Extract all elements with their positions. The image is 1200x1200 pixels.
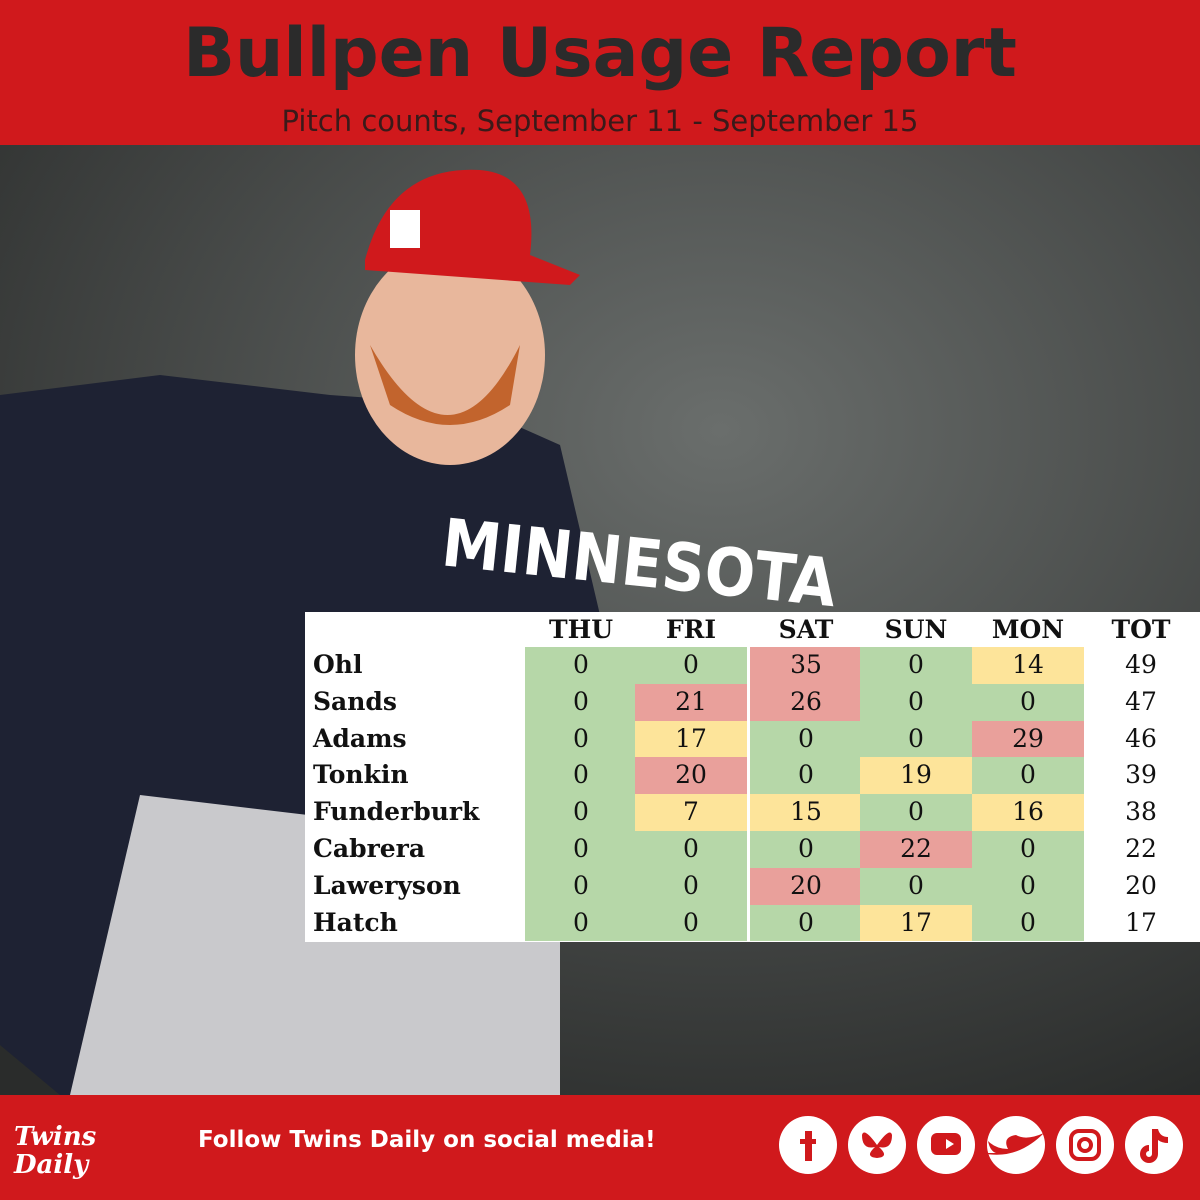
pitch-count: 19 — [860, 757, 972, 795]
pitch-count: 20 — [635, 757, 747, 795]
pitch-count: 0 — [635, 831, 747, 868]
column-header: MON — [991, 615, 1065, 644]
pitch-count: 0 — [635, 904, 747, 942]
pitch-count: 21 — [635, 683, 747, 721]
pitch-count: 0 — [972, 683, 1084, 721]
total: 38 — [1125, 797, 1157, 827]
pitcher-name: Tonkin — [313, 760, 409, 790]
total: 46 — [1125, 723, 1157, 753]
column-header: SUN — [884, 615, 948, 644]
column-header: FRI — [665, 615, 717, 644]
pitch-count: 0 — [972, 757, 1084, 795]
pitch-count: 0 — [525, 831, 637, 868]
title: Bullpen Usage Report — [183, 14, 1017, 93]
pitch-count: 0 — [860, 867, 972, 905]
pitch-count: 7 — [635, 794, 747, 831]
pitcher-name: Hatch — [313, 907, 398, 937]
pitcher-name: Cabrera — [313, 834, 426, 863]
pitch-count: 0 — [750, 831, 862, 868]
pitcher-name: Ohl — [313, 650, 363, 679]
total: 22 — [1125, 834, 1157, 863]
pitch-count: 0 — [860, 683, 972, 721]
pitch-count: 0 — [750, 720, 862, 758]
pitch-count: 0 — [525, 757, 637, 795]
column-header: THU — [548, 615, 614, 644]
pitch-count: 29 — [972, 720, 1084, 758]
pitcher-name: Adams — [313, 723, 407, 753]
pitch-count: 0 — [525, 867, 637, 905]
pitch-count: 0 — [750, 904, 862, 942]
social-icons — [779, 1116, 1183, 1174]
pitch-count: 0 — [972, 904, 1084, 942]
total: 39 — [1125, 760, 1157, 790]
pitch-count: 0 — [860, 720, 972, 758]
total: 17 — [1125, 907, 1157, 937]
total: 49 — [1125, 650, 1157, 679]
pitcher-name: Funderburk — [313, 797, 480, 827]
column-header: TOT — [1111, 615, 1171, 644]
pitch-count: 0 — [750, 757, 862, 795]
total: 20 — [1125, 870, 1157, 900]
pitch-count: 0 — [635, 867, 747, 905]
pitch-count: 0 — [525, 720, 637, 758]
pitch-count: 17 — [635, 720, 747, 758]
usage-table: THU FRI SAT SUN MON TOT Ohl 0 0 35 0 14 49 Sands 0 21 26… — [305, 612, 1200, 942]
header: Bullpen Usage Report Pitch counts, Septe… — [0, 0, 1200, 145]
pitch-count: 0 — [525, 794, 637, 831]
pitch-count: 20 — [750, 867, 862, 905]
pitch-count: 35 — [750, 647, 862, 684]
pitch-count: 14 — [972, 647, 1084, 684]
footer: Twins Daily Follow Twins Daily on social… — [0, 1095, 1200, 1200]
pitch-count: 22 — [860, 831, 972, 868]
pitch-count: 0 — [525, 683, 637, 721]
pitch-count: 0 — [525, 904, 637, 942]
subtitle: Pitch counts, September 11 - September 1… — [281, 104, 919, 138]
pitch-count: 0 — [525, 647, 637, 684]
total: 47 — [1125, 686, 1157, 716]
footer-text: Follow Twins Daily on social media! — [198, 1127, 656, 1153]
brand-logo: Twins Daily — [14, 1122, 97, 1180]
pitcher-name: Sands — [313, 686, 397, 716]
pitch-count: 0 — [860, 794, 972, 831]
pitch-count: 0 — [972, 867, 1084, 905]
pitch-count: 0 — [972, 831, 1084, 868]
pitcher-name: Laweryson — [313, 870, 461, 900]
pitch-count: 0 — [635, 647, 747, 684]
pitch-count: 17 — [860, 904, 972, 942]
pitch-count: 0 — [860, 647, 972, 684]
column-header: SAT — [778, 615, 834, 644]
pitch-count: 15 — [750, 794, 862, 831]
pitch-count: 26 — [750, 683, 862, 721]
pitch-count: 16 — [972, 794, 1084, 831]
